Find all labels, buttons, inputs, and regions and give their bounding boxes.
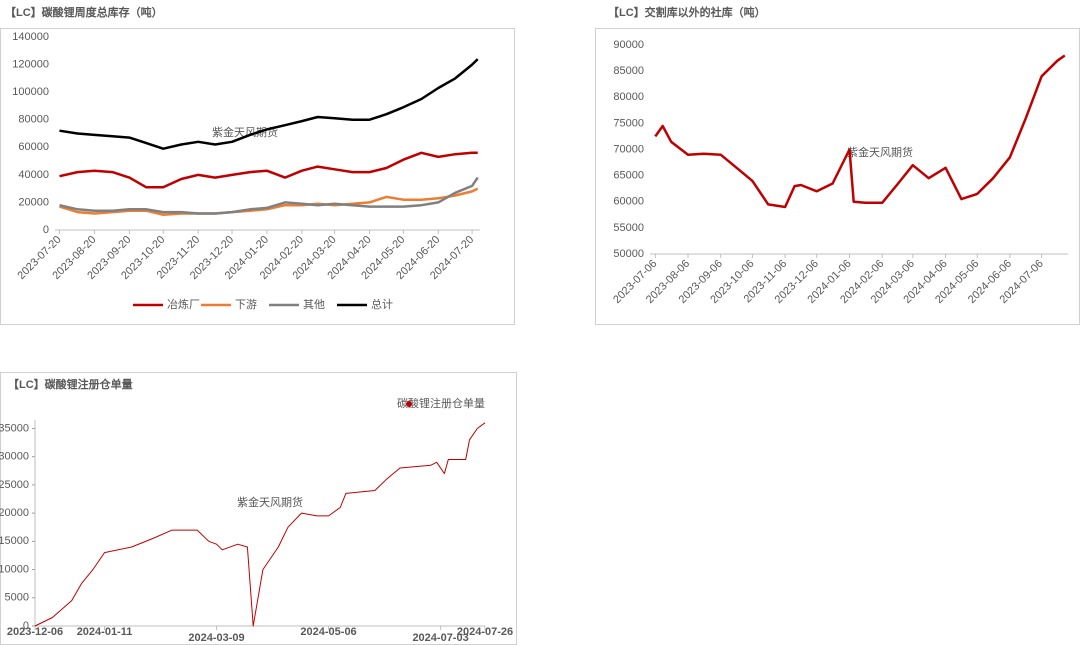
chart-title: 【LC】碳酸锂周度总库存（吨） (5, 5, 163, 19)
y-tick-label: 120000 (12, 58, 49, 70)
y-tick-label: 55000 (613, 222, 644, 234)
y-tick-label: 90000 (613, 39, 644, 51)
legend-label: 碳酸锂注册仓单量 (397, 396, 485, 410)
x-tick-label: 2024-07-03 (412, 632, 468, 644)
y-tick-label: 0 (43, 224, 49, 236)
series-line (59, 151, 478, 189)
chart-panel: 【LC】碳酸锂周度总库存（吨） 紫金天风期货 0 20000 40000 60000 800… (0, 5, 515, 325)
y-tick-label: 10000 (0, 563, 29, 575)
legend-label: 其他 (303, 298, 325, 311)
x-tick-label: 2024-07-26 (457, 626, 513, 638)
y-tick-label: 140000 (12, 31, 49, 43)
watermark: 紫金天风期货 (847, 145, 913, 159)
legend-swatch (406, 401, 412, 407)
y-tick-label: 60000 (613, 196, 644, 208)
y-tick-label: 15000 (0, 535, 29, 547)
series-line (34, 422, 486, 627)
y-tick-label: 20000 (18, 196, 49, 208)
watermark: 紫金天风期货 (212, 125, 278, 139)
y-tick-label: 20000 (0, 507, 29, 519)
y-tick-label: 40000 (18, 169, 49, 181)
y-tick-label: 0 (23, 620, 29, 632)
y-tick-label: 75000 (613, 117, 644, 129)
chart-title: 【LC】碳酸锂注册仓单量 (8, 377, 133, 391)
x-tick-label: 2024-03-09 (188, 632, 244, 644)
y-tick-label: 30000 (0, 451, 29, 463)
x-tick-label: 2024-01-11 (77, 626, 133, 638)
y-tick-label: 80000 (18, 114, 49, 126)
chart-panel: 【LC】交割库以外的社库（吨） 紫金天风期货 50000 55000 60000 6500… (595, 5, 1080, 325)
panel-border (0, 28, 515, 325)
y-tick-label: 35000 (0, 422, 29, 434)
chart-title: 【LC】交割库以外的社库（吨） (608, 5, 766, 19)
y-tick-label: 65000 (613, 170, 644, 182)
watermark: 紫金天风期货 (237, 495, 303, 509)
y-tick-label: 5000 (5, 592, 29, 604)
y-tick-label: 60000 (18, 141, 49, 153)
series-line (59, 58, 479, 150)
x-tick-label: 2023-12-06 (7, 626, 63, 638)
y-tick-label: 70000 (613, 143, 644, 155)
y-tick-label: 100000 (12, 86, 49, 98)
y-tick-label: 50000 (613, 248, 644, 260)
series-line (59, 176, 479, 215)
x-tick-label: 2024-05-06 (300, 626, 356, 638)
legend-label: 下游 (235, 298, 257, 311)
series-line (59, 187, 479, 217)
series-line (654, 54, 1066, 209)
legend-label: 总计 (371, 297, 393, 311)
y-tick-label: 85000 (613, 65, 644, 77)
y-tick-label: 80000 (613, 91, 644, 103)
y-tick-label: 25000 (0, 479, 29, 491)
legend-label: 冶炼厂 (167, 297, 200, 311)
